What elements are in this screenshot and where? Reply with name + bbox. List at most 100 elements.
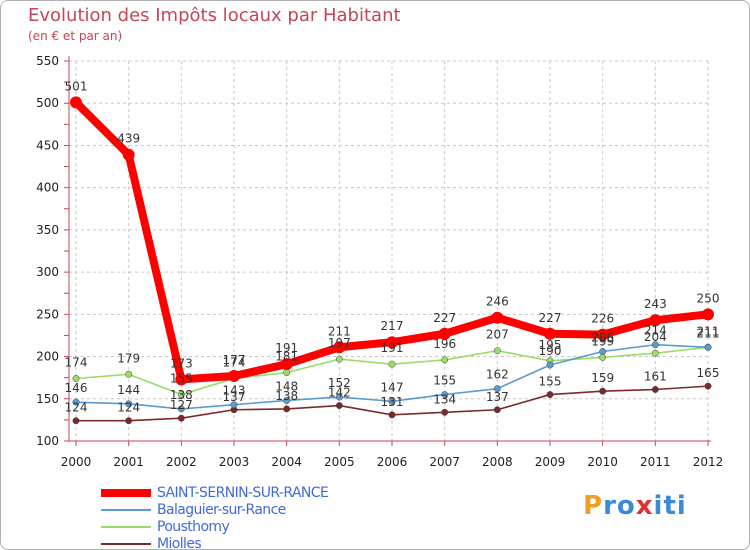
value-label: 137 bbox=[223, 390, 246, 404]
data-point-saint-sernin-sur-rance bbox=[649, 314, 662, 327]
data-point-saint-sernin-sur-rance bbox=[438, 327, 451, 340]
data-point-miolles bbox=[177, 414, 185, 422]
y-tick-label: 500 bbox=[36, 96, 59, 110]
legend-swatch bbox=[101, 488, 151, 497]
axes: 100 150 200 250 300 350 400 450 500 550 2000 2001 20… bbox=[36, 54, 723, 469]
value-label: 197 bbox=[328, 336, 351, 350]
value-label: 181 bbox=[275, 350, 298, 364]
legend-item-miolles: Miolles bbox=[101, 535, 328, 550]
data-point-pousthomy bbox=[599, 353, 607, 361]
legend: SAINT-SERNIN-SUR-RANCE Balaguier-sur-Ran… bbox=[101, 484, 329, 550]
legend-item-saint-sernin: SAINT-SERNIN-SUR-RANCE bbox=[101, 484, 329, 501]
legend-label: Pousthomy bbox=[157, 518, 230, 535]
x-tick-label: 2010 bbox=[587, 455, 618, 469]
value-label: 190 bbox=[539, 344, 562, 358]
value-label: 179 bbox=[117, 351, 140, 365]
value-label: 155 bbox=[539, 375, 562, 389]
value-label: 211 bbox=[697, 326, 720, 340]
value-label: 147 bbox=[381, 380, 404, 394]
value-label: 196 bbox=[433, 337, 456, 351]
value-label: 191 bbox=[381, 341, 404, 355]
data-point-pousthomy bbox=[493, 347, 501, 355]
legend-item-balaguier: Balaguier-sur-Rance bbox=[101, 501, 328, 518]
data-point-miolles bbox=[72, 417, 80, 425]
logo-letter: x bbox=[635, 491, 654, 521]
data-point-balaguier-sur-rance bbox=[704, 343, 712, 351]
value-label: 162 bbox=[486, 368, 509, 382]
y-tick-label: 200 bbox=[36, 350, 59, 364]
value-label: 214 bbox=[644, 324, 667, 338]
value-label: 246 bbox=[486, 295, 509, 309]
data-point-saint-sernin-sur-rance bbox=[386, 336, 398, 349]
data-point-miolles bbox=[441, 408, 449, 416]
value-label: 137 bbox=[486, 390, 509, 404]
legend-swatch bbox=[101, 508, 151, 511]
value-label: 131 bbox=[381, 395, 404, 409]
data-point-miolles bbox=[546, 391, 554, 399]
legend-label: Balaguier-sur-Rance bbox=[157, 501, 286, 518]
data-point-saint-sernin-sur-rance bbox=[544, 327, 556, 340]
proxiti-logo: Proxiti bbox=[583, 491, 687, 521]
logo-letter: r bbox=[603, 491, 617, 521]
y-tick-label: 400 bbox=[36, 181, 59, 195]
logo-letter: o bbox=[616, 491, 636, 521]
y-tick-label: 100 bbox=[36, 434, 59, 448]
legend-swatch bbox=[101, 542, 151, 545]
x-tick-label: 2004 bbox=[271, 455, 302, 469]
value-label: 204 bbox=[644, 330, 667, 344]
data-point-balaguier-sur-rance bbox=[599, 348, 607, 355]
data-point-balaguier-sur-rance bbox=[546, 361, 554, 369]
value-label: 152 bbox=[328, 376, 351, 390]
data-point-saint-sernin-sur-rance bbox=[70, 96, 82, 109]
value-label: 227 bbox=[539, 311, 562, 325]
legend-label: Miolles bbox=[157, 535, 202, 550]
value-label: 207 bbox=[486, 328, 509, 342]
data-point-saint-sernin-sur-rance bbox=[702, 308, 714, 321]
data-point-balaguier-sur-rance bbox=[335, 393, 343, 401]
data-point-balaguier-sur-rance bbox=[388, 397, 396, 405]
logo-letter: P bbox=[583, 491, 604, 521]
legend-swatch bbox=[101, 525, 151, 528]
data-point-balaguier-sur-rance bbox=[72, 398, 80, 406]
data-point-saint-sernin-sur-rance bbox=[280, 358, 293, 371]
value-label: 165 bbox=[697, 366, 720, 380]
data-point-balaguier-sur-rance bbox=[441, 391, 449, 399]
data-point-saint-sernin-sur-rance bbox=[491, 311, 504, 324]
data-point-pousthomy bbox=[388, 360, 396, 368]
x-tick-label: 2005 bbox=[324, 455, 355, 469]
data-point-miolles bbox=[388, 411, 396, 419]
data-point-miolles bbox=[599, 387, 607, 395]
value-label: 146 bbox=[65, 381, 88, 395]
data-point-balaguier-sur-rance bbox=[651, 341, 659, 349]
data-point-miolles bbox=[335, 402, 343, 409]
data-point-miolles bbox=[283, 405, 291, 413]
data-point-saint-sernin-sur-rance bbox=[122, 148, 135, 161]
data-point-pousthomy bbox=[72, 375, 80, 382]
y-tick-label: 250 bbox=[36, 307, 59, 321]
value-label: 195 bbox=[539, 338, 562, 352]
logo-letter: t bbox=[663, 491, 677, 521]
data-point-balaguier-sur-rance bbox=[125, 400, 133, 408]
data-point-pousthomy bbox=[283, 369, 291, 377]
value-label: 226 bbox=[591, 312, 614, 326]
data-point-balaguier-sur-rance bbox=[177, 405, 185, 413]
value-label: 155 bbox=[433, 374, 456, 388]
data-point-pousthomy bbox=[335, 355, 343, 363]
y-tick-label: 550 bbox=[36, 54, 59, 68]
value-label: 250 bbox=[697, 291, 720, 305]
x-tick-label: 2008 bbox=[482, 455, 513, 469]
data-point-pousthomy bbox=[177, 391, 185, 399]
data-point-saint-sernin-sur-rance bbox=[175, 373, 188, 386]
chart-title: Evolution des Impôts locaux par Habitant bbox=[28, 5, 401, 26]
data-point-miolles bbox=[493, 406, 501, 414]
x-tick-label: 2006 bbox=[377, 455, 408, 469]
value-label: 143 bbox=[223, 384, 246, 398]
data-point-miolles bbox=[125, 417, 133, 425]
value-label: 191 bbox=[275, 341, 298, 355]
value-label: 211 bbox=[328, 324, 351, 338]
x-tick-label: 2012 bbox=[693, 455, 724, 469]
data-point-saint-sernin-sur-rance bbox=[596, 328, 609, 341]
data-point-saint-sernin-sur-rance bbox=[333, 341, 346, 354]
y-tick-label: 300 bbox=[36, 265, 59, 279]
